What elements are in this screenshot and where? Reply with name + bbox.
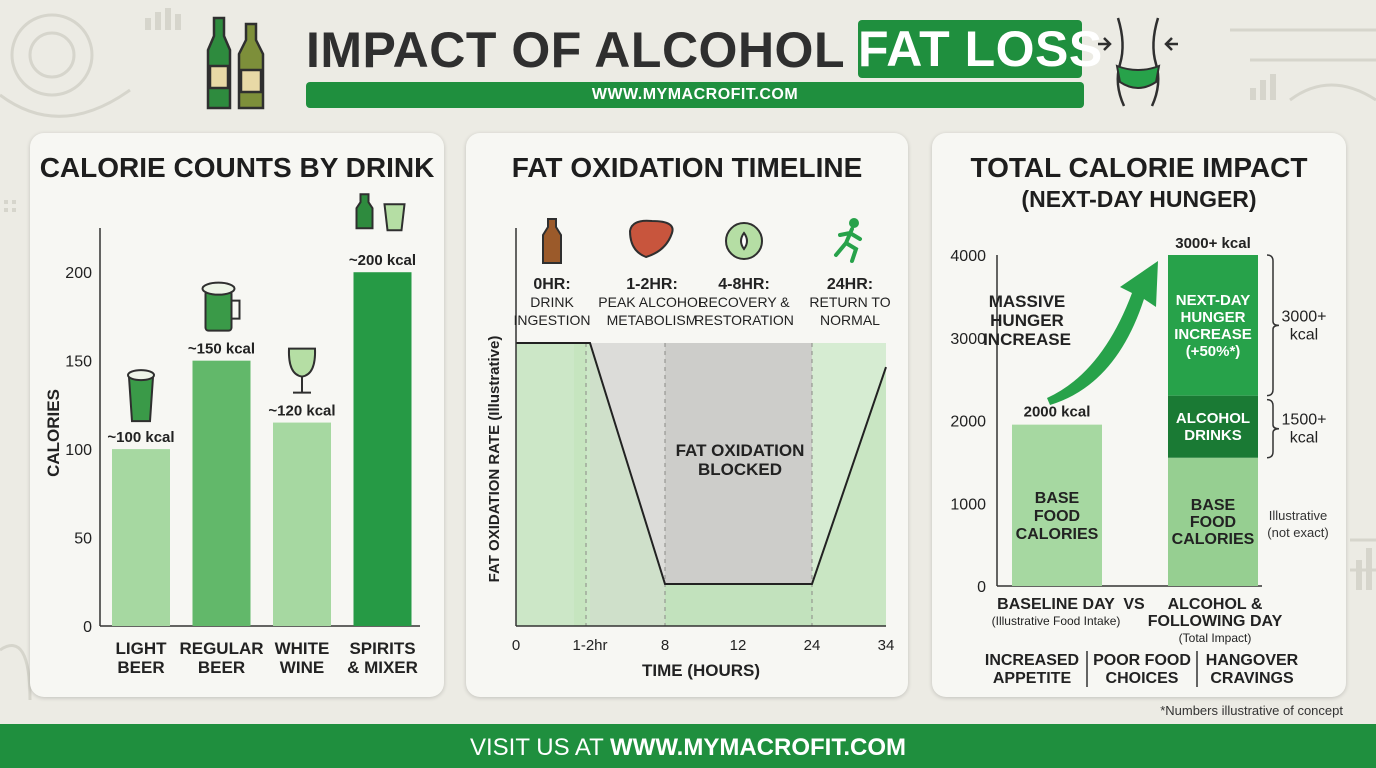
- bracket-label: 3000+ kcal: [1282, 308, 1327, 343]
- bar: [353, 272, 412, 626]
- header-url[interactable]: WWW.MYMACROFIT.COM: [306, 82, 1084, 108]
- x-tick-label: 24: [804, 637, 821, 654]
- stack-segment-label: BASE FOOD CALORIES: [1172, 497, 1255, 548]
- blocked-core-region: [665, 343, 812, 626]
- bar-value-label: ~120 kcal: [268, 403, 335, 420]
- bar: [112, 449, 170, 626]
- phase-label: 1-2HR: PEAK ALCOHOL METABOLISM: [598, 276, 706, 328]
- beer-glass-icon: [127, 369, 155, 423]
- recovery-icon: [725, 222, 763, 260]
- bar-value-label: ~150 kcal: [188, 341, 255, 358]
- runner-icon: [834, 218, 862, 263]
- bar-value-label: ~200 kcal: [349, 252, 416, 269]
- panel-title-calorie-counts: CALORIE COUNTS BY DRINK: [39, 152, 435, 183]
- x-category-label: LIGHT BEER: [116, 639, 168, 677]
- spirits-mixer-icon: [355, 193, 406, 232]
- y-tick-label: 1000: [950, 496, 986, 513]
- y-tick-label: 100: [65, 442, 92, 459]
- page-title: IMPACT OF ALCOHOL ON: [306, 22, 935, 78]
- x-tick-label: 0: [512, 637, 520, 654]
- footer-url[interactable]: WWW.MYMACROFIT.COM: [610, 734, 906, 761]
- beer-mug-icon: [201, 281, 241, 332]
- calorie-bar-chart: 0 50 100 150 200 CALORIES ~100 kcal LIGHT BEER ~1…: [44, 193, 420, 677]
- vs-label: VS: [1123, 596, 1145, 613]
- phase-label: 4-8HR: RECOVERY & RESTORATION: [694, 276, 794, 328]
- cause-label: HANGOVER CRAVINGS: [1206, 652, 1299, 687]
- bracket: [1266, 398, 1280, 459]
- right-area: [812, 367, 886, 626]
- fat-oxidation-blocked-annotation: FAT OXIDATION BLOCKED: [676, 441, 805, 479]
- cause-label: INCREASED APPETITE: [985, 652, 1079, 687]
- liver-icon: [628, 219, 674, 259]
- stack-segment: [1168, 395, 1258, 458]
- fat-oxidation-panel: FAT OXIDATION TIMELINE 0 1-2hr 8 12 24 34 TIME…: [466, 133, 908, 697]
- bracket-label: 1500+ kcal: [1282, 412, 1327, 447]
- bracket: [1266, 254, 1280, 397]
- low-oxidation-fill: [665, 584, 812, 626]
- y-tick-label: 2000: [950, 414, 986, 431]
- footnote: *Numbers illustrative of concept: [1160, 703, 1343, 718]
- footer: VISIT US AT WWW.MYMACROFIT.COM: [0, 724, 1376, 768]
- phase-label: 0HR: DRINK INGESTION: [513, 276, 590, 328]
- x-tick-label: 12: [730, 637, 747, 654]
- x-tick-label: 8: [661, 637, 669, 654]
- bar: [192, 360, 251, 626]
- wine-glass-icon: [287, 347, 317, 394]
- category-label: ALCOHOL & FOLLOWING DAY: [1148, 596, 1283, 630]
- stack-segment: [1168, 255, 1258, 396]
- arrow-label: MASSIVE HUNGER INCREASE: [983, 292, 1071, 349]
- x-axis-label: TIME (HOURS): [642, 661, 760, 680]
- y-tick-label: 200: [65, 265, 92, 282]
- category-sublabel: (Total Impact): [1179, 631, 1252, 645]
- x-tick-label: 1-2hr: [572, 637, 607, 654]
- stack-segment-label: NEXT-DAY HUNGER INCREASE (+50%*): [1174, 292, 1252, 360]
- fat-oxidation-line-chart: 0 1-2hr 8 12 24 34 TIME (HOURS) FAT OXIDATION R…: [486, 218, 895, 680]
- beer-bottles-icon: [206, 16, 265, 110]
- baseline-value-label: 2000 kcal: [1024, 404, 1091, 421]
- page-title-highlight: FAT LOSS: [858, 20, 1103, 78]
- calorie-counts-panel: CALORIE COUNTS BY DRINK 0 50 100 150 200 CALO…: [30, 133, 444, 697]
- cause-label: POOR FOOD CHOICES: [1093, 652, 1191, 687]
- bar-value-label: ~100 kcal: [107, 429, 174, 446]
- left-area: [516, 343, 665, 626]
- x-tick-label: 34: [878, 637, 895, 654]
- header: IMPACT OF ALCOHOL ON FAT LOSS WWW.MYMACR…: [0, 0, 1376, 120]
- y-axis-label: FAT OXIDATION RATE (Illustrative): [486, 336, 503, 583]
- category-label: BASELINE DAY: [997, 596, 1115, 613]
- stack-segment-label: ALCOHOL DRINKS: [1176, 410, 1250, 444]
- y-tick-label: 4000: [950, 248, 986, 265]
- x-category-label: WHITE WINE: [275, 639, 330, 677]
- total-calorie-stacked-chart: 0 1000 2000 3000 4000 2000 kcal BASE FOOD CALORI…: [950, 235, 1329, 687]
- y-tick-label: 50: [74, 531, 92, 548]
- panel-title-total-calorie: TOTAL CALORIE IMPACT: [970, 152, 1308, 183]
- phase-label: 24HR: RETURN TO NORMAL: [809, 276, 890, 328]
- stack-top-label: 3000+ kcal: [1175, 235, 1251, 252]
- hunger-arrow: [1047, 261, 1158, 405]
- bar: [273, 422, 331, 626]
- waist-measure-icon: [1098, 17, 1178, 107]
- footer-prefix: VISIT US AT: [469, 734, 604, 761]
- y-axis-label: CALORIES: [44, 389, 63, 477]
- y-tick-label: 0: [977, 579, 986, 596]
- panel-subtitle-next-day-hunger: (NEXT-DAY HUNGER): [1021, 186, 1257, 212]
- y-tick-label: 150: [65, 354, 92, 371]
- illustrative-note: Illustrative (not exact): [1267, 508, 1328, 540]
- panel-title-fat-oxidation: FAT OXIDATION TIMELINE: [511, 152, 863, 183]
- baseline-bar-text: BASE FOOD CALORIES: [1016, 490, 1099, 543]
- total-calorie-panel: TOTAL CALORIE IMPACT (NEXT-DAY HUNGER) 0…: [932, 133, 1346, 697]
- stack-segment: [1168, 457, 1258, 586]
- y-tick-label: 0: [83, 619, 92, 636]
- x-category-label: SPIRITS & MIXER: [347, 639, 418, 677]
- x-category-label: REGULAR BEER: [179, 639, 263, 677]
- beer-bottle-icon: [542, 218, 562, 264]
- baseline-bar: [1012, 424, 1102, 586]
- fat-oxidation-line: [516, 342, 887, 585]
- y-tick-label: 3000: [950, 331, 986, 348]
- category-sublabel: (Illustrative Food Intake): [992, 614, 1121, 628]
